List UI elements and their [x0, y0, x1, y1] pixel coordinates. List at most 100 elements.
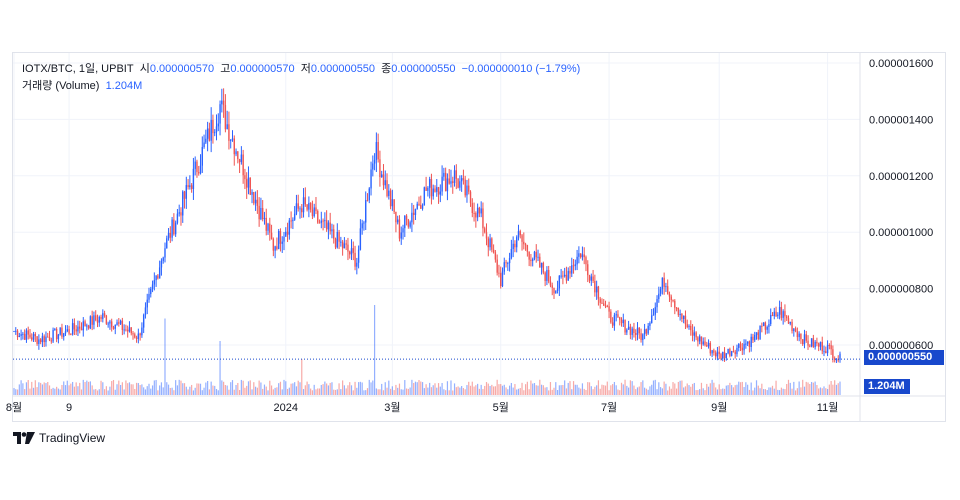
- volume-bar: [68, 385, 70, 395]
- candle-body: [519, 231, 521, 236]
- candle-body: [736, 347, 738, 355]
- volume-bar: [517, 388, 520, 395]
- volume-bar: [725, 385, 727, 395]
- volume-bar: [294, 382, 296, 395]
- volume-bar: [626, 385, 628, 395]
- candle-body: [16, 330, 19, 338]
- volume-bar: [441, 382, 443, 395]
- volume-bar: [661, 388, 663, 395]
- tradingview-branding[interactable]: TradingView: [13, 431, 105, 445]
- candle-body: [803, 334, 806, 345]
- volume-bar: [620, 382, 623, 395]
- volume-bar: [318, 388, 321, 395]
- volume-bar: [327, 385, 330, 395]
- volume-bar: [187, 389, 189, 395]
- volume-bar: [41, 384, 44, 395]
- volume-bar: [526, 381, 528, 395]
- candle-body: [652, 314, 655, 316]
- candle-body: [473, 212, 475, 214]
- candle-body: [651, 315, 653, 323]
- volume-bar: [301, 359, 303, 395]
- volume-bar: [393, 390, 395, 395]
- candle-body: [572, 265, 575, 267]
- volume-bar: [111, 381, 113, 395]
- candle-body: [460, 178, 463, 182]
- candle-body: [389, 190, 392, 207]
- volume-bar: [146, 386, 148, 395]
- candle-body: [366, 200, 369, 202]
- candle-body: [704, 341, 706, 346]
- volume-bar: [270, 385, 273, 395]
- candle-body: [398, 219, 401, 239]
- volume-label[interactable]: 거래량 (Volume): [22, 80, 100, 92]
- volume-bar: [732, 387, 735, 395]
- volume-bar: [98, 389, 100, 395]
- candle-body: [770, 315, 772, 324]
- candle-body: [624, 319, 626, 333]
- volume-bar: [759, 388, 761, 395]
- volume-bar: [215, 388, 218, 395]
- candle-body: [825, 351, 827, 354]
- candle-body: [421, 205, 424, 209]
- candle-body: [775, 311, 777, 317]
- candle-body: [837, 359, 839, 361]
- volume-bar: [416, 382, 418, 395]
- volume-bar: [375, 388, 377, 395]
- candle-body: [41, 336, 44, 343]
- volume-bar: [491, 384, 493, 395]
- candle-body: [379, 159, 381, 178]
- candle-body: [551, 285, 553, 288]
- candle-body: [48, 337, 51, 341]
- volume-bar: [40, 382, 42, 395]
- candle-body: [810, 338, 813, 347]
- candle-body: [146, 299, 148, 308]
- volume-bar: [381, 383, 383, 395]
- candle-body: [491, 238, 493, 250]
- volume-bar: [320, 384, 322, 395]
- candle-body: [702, 341, 704, 345]
- candle-body: [221, 100, 223, 105]
- candle-body: [279, 231, 282, 244]
- volume-bar: [544, 387, 546, 395]
- candle-body: [297, 203, 299, 209]
- volume-bar: [516, 389, 518, 395]
- volume-bar: [509, 385, 511, 395]
- volume-bar: [167, 384, 170, 395]
- volume-bar: [27, 380, 29, 395]
- volume-bar: [670, 388, 672, 395]
- candle-body: [697, 337, 699, 342]
- volume-bar: [370, 382, 372, 395]
- candle-body: [199, 165, 202, 174]
- candle-body: [480, 208, 482, 214]
- candle-body: [720, 354, 722, 359]
- candle-body: [615, 314, 617, 316]
- volume-bar: [453, 383, 456, 395]
- candle-body: [446, 178, 449, 192]
- candle-body: [98, 316, 100, 323]
- candle-body: [761, 325, 763, 327]
- candle-body: [386, 180, 388, 196]
- volume-bar: [464, 389, 466, 395]
- candle-body: [533, 251, 536, 260]
- symbol-label[interactable]: IOTX/BTC, 1일, UPBIT: [22, 63, 134, 75]
- volume-bar: [295, 386, 298, 395]
- candle-body: [535, 251, 537, 258]
- volume-bar: [539, 379, 541, 395]
- volume-bar: [247, 381, 250, 395]
- price-tick-label: 0.000001000: [869, 227, 933, 239]
- volume-bar: [356, 387, 358, 395]
- candle-body: [656, 298, 658, 308]
- candle-body: [215, 126, 218, 133]
- candle-body: [400, 232, 402, 239]
- candle-body: [823, 351, 825, 353]
- volume-bar: [127, 383, 129, 395]
- volume-bar: [372, 380, 374, 395]
- volume-bar: [336, 389, 338, 395]
- volume-bar: [668, 386, 671, 395]
- volume-bar: [95, 389, 97, 395]
- chart-frame[interactable]: [12, 52, 946, 422]
- ohlc-legend: IOTX/BTC, 1일, UPBIT 시0.000000570 고0.0000…: [22, 60, 580, 76]
- candle-body: [567, 270, 569, 281]
- candle-body: [716, 351, 719, 357]
